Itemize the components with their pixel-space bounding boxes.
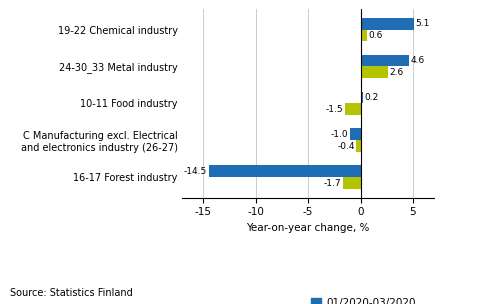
Bar (343, 177, 360, 189)
Bar (350, 129, 360, 140)
Bar (360, 92, 362, 103)
Bar (356, 140, 360, 152)
Text: -1.5: -1.5 (325, 105, 343, 114)
Text: -14.5: -14.5 (184, 167, 207, 176)
Text: Source: Statistics Finland: Source: Statistics Finland (10, 288, 133, 298)
Legend: 01/2020-03/2020, 01/2019-03/2019: 01/2020-03/2020, 01/2019-03/2019 (307, 294, 421, 304)
Text: -1.7: -1.7 (323, 179, 341, 188)
Bar (360, 29, 367, 41)
Bar (360, 18, 414, 29)
Bar (360, 55, 409, 67)
Bar (345, 103, 360, 115)
Text: 5.1: 5.1 (416, 19, 430, 28)
Bar (360, 67, 387, 78)
Text: -1.0: -1.0 (331, 130, 349, 139)
Bar (209, 165, 360, 177)
Text: 4.6: 4.6 (410, 56, 424, 65)
Text: -0.4: -0.4 (337, 142, 355, 151)
Text: 0.2: 0.2 (364, 93, 379, 102)
Text: 0.6: 0.6 (368, 31, 383, 40)
Text: 2.6: 2.6 (389, 68, 404, 77)
X-axis label: Year-on-year change, %: Year-on-year change, % (246, 223, 370, 233)
